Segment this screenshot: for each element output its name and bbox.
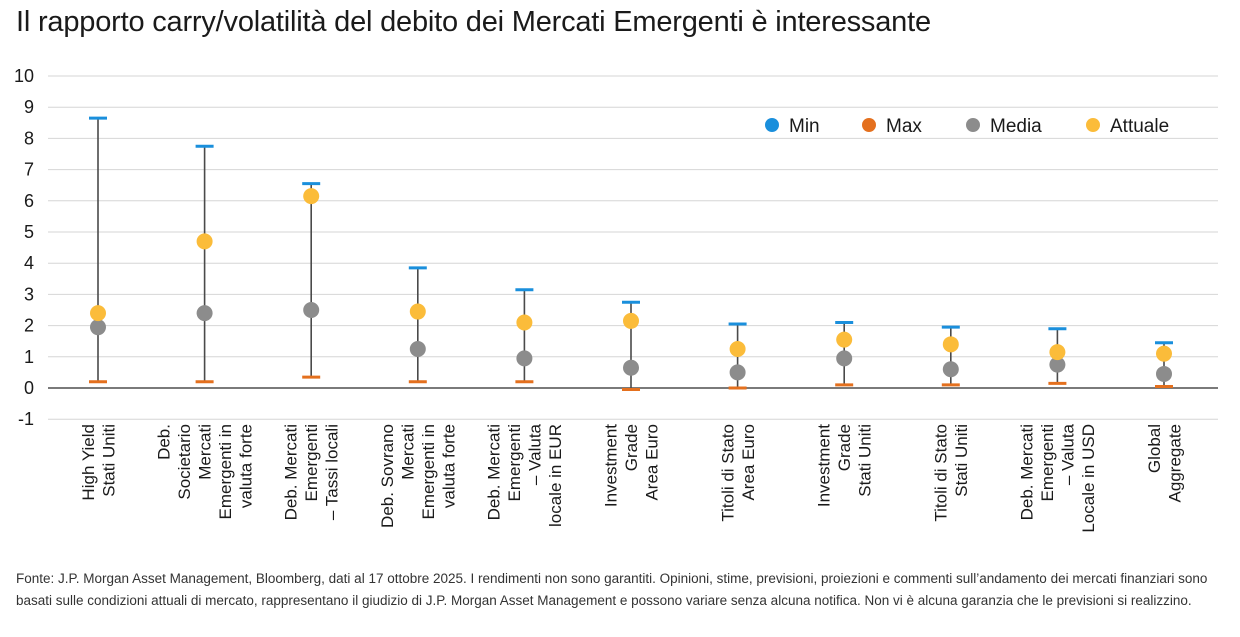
y-tick-label: 1 bbox=[24, 347, 34, 367]
legend-label: Min bbox=[789, 116, 820, 137]
attuale-point bbox=[729, 341, 746, 357]
category-group bbox=[728, 322, 747, 390]
legend-swatch bbox=[966, 118, 980, 132]
y-tick-label: 7 bbox=[24, 160, 34, 180]
chart-marks bbox=[89, 116, 1173, 392]
media-point bbox=[516, 350, 533, 367]
category-group bbox=[408, 266, 427, 384]
y-tick-label: 6 bbox=[24, 191, 34, 211]
media-point bbox=[1049, 356, 1066, 373]
attuale-point bbox=[409, 303, 426, 320]
y-tick-label: 9 bbox=[24, 97, 34, 117]
legend-label: Max bbox=[886, 116, 922, 137]
media-point bbox=[303, 302, 320, 318]
category-group bbox=[835, 320, 854, 387]
x-category-label: Titoli di StatoStati Uniti bbox=[932, 424, 972, 522]
y-tick-label: 2 bbox=[24, 316, 34, 336]
x-axis-labels: High YieldStati Uniti Deb.SocietarioMerca… bbox=[79, 423, 1185, 532]
legend-label: Attuale bbox=[1110, 116, 1169, 137]
category-group bbox=[1155, 341, 1173, 388]
category-group bbox=[302, 182, 321, 379]
legend-swatch bbox=[1086, 118, 1100, 132]
legend-swatch bbox=[765, 118, 779, 132]
x-category-label: Titoli di StatoArea Euro bbox=[718, 424, 758, 522]
x-category-label: GlobalAggregate bbox=[1145, 424, 1185, 502]
legend-item: Attuale bbox=[1086, 116, 1169, 137]
attuale-point bbox=[1156, 345, 1172, 362]
attuale-point bbox=[623, 312, 639, 329]
category-group bbox=[622, 300, 640, 392]
source-note: Fonte: J.P. Morgan Asset Management, Blo… bbox=[16, 571, 1208, 608]
x-category-label: Deb. MercatiEmergenti– Tassi locali bbox=[282, 424, 342, 520]
legend: Min Max Media Attuale bbox=[765, 116, 1169, 137]
chart-title: Il rapporto carry/volatilità del debito … bbox=[16, 6, 931, 38]
category-group bbox=[195, 144, 214, 384]
attuale-point bbox=[1049, 344, 1066, 361]
category-group bbox=[941, 325, 960, 387]
x-category-label: Deb. MercatiEmergenti– ValutaLocale in U… bbox=[1018, 423, 1099, 532]
attuale-point bbox=[836, 331, 853, 348]
media-point bbox=[1156, 365, 1172, 382]
media-point bbox=[942, 361, 959, 378]
legend-item: Max bbox=[862, 116, 922, 137]
category-group bbox=[1048, 327, 1067, 385]
x-category-label: InvestmentGradeStati Uniti bbox=[815, 424, 875, 507]
x-category-label: Deb.SocietarioMercatiEmergenti invaluta … bbox=[155, 424, 256, 519]
y-tick-label: 0 bbox=[24, 378, 34, 398]
attuale-point bbox=[90, 305, 106, 322]
y-tick-label: 5 bbox=[24, 222, 34, 242]
media-point bbox=[836, 350, 853, 367]
x-category-label: Deb. MercatiEmergenti– Valutalocale in E… bbox=[485, 423, 566, 527]
legend-swatch bbox=[862, 118, 876, 132]
media-point bbox=[729, 364, 746, 381]
y-tick-label: -1 bbox=[18, 409, 34, 429]
chart-area: -1 0 1 2 3 4 5 6 7 8 9 10 High YieldStati Uniti Deb.… bbox=[14, 66, 1218, 533]
legend-item: Min bbox=[765, 116, 820, 137]
attuale-point bbox=[942, 336, 959, 353]
grid bbox=[48, 75, 1218, 420]
media-point bbox=[196, 305, 213, 322]
x-category-label: Deb. SovranoMercatiEmergenti invaluta fo… bbox=[378, 424, 459, 528]
media-point bbox=[623, 359, 639, 376]
attuale-point bbox=[303, 188, 320, 205]
y-tick-label: 3 bbox=[24, 284, 34, 304]
category-group bbox=[515, 288, 534, 384]
attuale-point bbox=[516, 314, 533, 331]
media-point bbox=[90, 319, 106, 336]
y-tick-label: 4 bbox=[24, 253, 34, 273]
x-category-label: High YieldStati Uniti bbox=[79, 424, 119, 501]
y-tick-label: 8 bbox=[24, 128, 34, 148]
legend-item: Media bbox=[966, 116, 1042, 137]
legend-label: Media bbox=[990, 116, 1042, 137]
media-point bbox=[409, 341, 426, 357]
category-group bbox=[89, 116, 107, 384]
x-category-label: InvestmentGradeArea Euro bbox=[602, 424, 662, 507]
y-tick-label: 10 bbox=[14, 66, 34, 86]
y-axis-ticks: -1 0 1 2 3 4 5 6 7 8 9 10 bbox=[14, 66, 34, 429]
attuale-point bbox=[196, 233, 213, 250]
